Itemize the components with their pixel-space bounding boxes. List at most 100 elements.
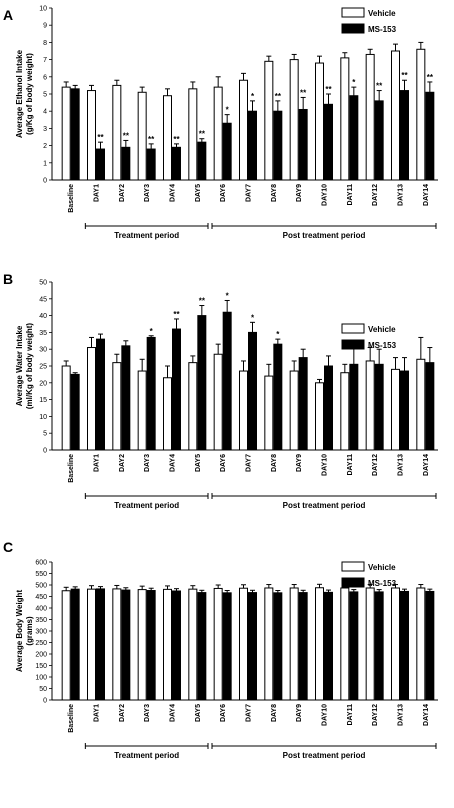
- legend-swatch: [341, 561, 365, 572]
- bar-ms153: [222, 311, 232, 451]
- bar-vehicle: [340, 57, 350, 181]
- y-axis-label: Average Water Intake(ml/Kg of body weigh…: [15, 323, 34, 410]
- bar-ms153: [248, 331, 257, 451]
- bar-ms153: [298, 592, 308, 701]
- bar-ms153: [70, 588, 80, 701]
- bar-ms153: [425, 590, 435, 701]
- x-tick-label: DAY4: [170, 704, 177, 722]
- significance-marker: **: [173, 135, 180, 144]
- bar-vehicle: [239, 370, 248, 451]
- y-tick-label: 10: [39, 6, 47, 13]
- legend-swatch: [341, 23, 365, 34]
- bar-ms153: [374, 591, 384, 701]
- bar-vehicle: [264, 587, 274, 701]
- bar-vehicle: [416, 358, 426, 451]
- legend-entry: MS-153: [368, 341, 397, 350]
- bar-ms153: [298, 108, 308, 181]
- significance-marker: *: [226, 106, 230, 115]
- x-tick-label: DAY8: [271, 454, 278, 472]
- significance-marker: **: [401, 71, 408, 80]
- legend-entry: MS-153: [368, 25, 397, 34]
- x-tick-label: DAY9: [296, 454, 303, 472]
- panel-label: A: [3, 7, 13, 23]
- bar-vehicle: [315, 382, 324, 451]
- bar-ms153: [70, 88, 80, 181]
- bar-ms153: [197, 141, 207, 181]
- bar-vehicle: [87, 347, 96, 451]
- x-tick-label: DAY10: [322, 704, 329, 726]
- y-tick-label: 450: [35, 594, 47, 601]
- x-tick-label: DAY8: [271, 704, 278, 722]
- bar-vehicle: [213, 86, 223, 181]
- x-tick-label: DAY9: [296, 184, 303, 202]
- significance-marker: **: [376, 82, 383, 91]
- bar-ms153: [425, 91, 435, 181]
- x-tick-label: DAY4: [170, 454, 177, 472]
- panel-label: C: [3, 539, 13, 555]
- panel-a: A 0 1 2 3 4 5 6 7 8 9 10 Average Ethanol Intake(g/Kg…: [3, 6, 438, 240]
- bar-vehicle: [391, 50, 400, 181]
- legend-swatch: [341, 323, 365, 334]
- y-axis-label-line: Average Body Weight: [15, 590, 24, 673]
- bar-vehicle: [112, 588, 122, 701]
- x-tick-label: DAY6: [220, 704, 227, 722]
- bar-vehicle: [112, 362, 122, 451]
- bar-ms153: [374, 363, 384, 451]
- bar-ms153: [349, 363, 359, 451]
- bar-ms153: [172, 328, 181, 451]
- x-tick-label: DAY4: [170, 184, 177, 202]
- x-tick-label: DAY2: [119, 184, 126, 202]
- significance-marker: *: [150, 327, 154, 336]
- significance-marker: **: [123, 131, 130, 140]
- x-tick-label: DAY10: [322, 184, 329, 206]
- bar-vehicle: [188, 88, 198, 181]
- bar-vehicle: [264, 60, 274, 181]
- y-tick-label: 9: [43, 23, 47, 30]
- x-tick-label: DAY5: [195, 454, 202, 472]
- panel-c: C 0 50 100 150 200 250 300 350 400 450 500 550 600 Ave…: [3, 539, 438, 760]
- bar-ms153: [172, 146, 181, 181]
- bar-vehicle: [416, 48, 426, 181]
- bar-ms153: [400, 590, 409, 701]
- bar-vehicle: [137, 589, 147, 701]
- bar-ms153: [96, 338, 105, 451]
- bar-ms153: [273, 110, 283, 181]
- bar-vehicle: [365, 360, 375, 451]
- bar-ms153: [349, 591, 359, 701]
- bar-vehicle: [289, 370, 299, 451]
- bar-ms153: [146, 336, 156, 451]
- bar-ms153: [374, 100, 384, 181]
- bar-vehicle: [239, 79, 248, 181]
- panel-b: B 0 5 10 15 20 25 30 35 40 45 50 Average Water Intak…: [3, 271, 438, 510]
- bar-ms153: [121, 345, 131, 451]
- period-label: Treatment period: [114, 231, 179, 240]
- y-tick-label: 2: [43, 143, 47, 150]
- y-axis-label-line: Average Ethanol Intake: [15, 49, 24, 138]
- bar-vehicle: [239, 587, 248, 701]
- bar-ms153: [298, 357, 308, 451]
- significance-marker: *: [352, 78, 356, 87]
- bar-vehicle: [264, 375, 274, 451]
- y-tick-label: 7: [43, 57, 47, 64]
- significance-marker: *: [276, 330, 280, 339]
- legend-entry: Vehicle: [368, 325, 396, 334]
- y-tick-label: 400: [35, 606, 47, 613]
- x-tick-label: DAY5: [195, 184, 202, 202]
- x-tick-label: DAY7: [246, 704, 253, 722]
- bar-ms153: [70, 373, 80, 451]
- significance-marker: *: [226, 291, 230, 300]
- x-tick-label: DAY7: [246, 184, 253, 202]
- bar-vehicle: [315, 587, 324, 701]
- y-tick-label: 350: [35, 617, 47, 624]
- y-tick-label: 25: [39, 364, 47, 371]
- x-tick-label: DAY14: [423, 184, 430, 206]
- period-label: Post treatment period: [283, 231, 366, 240]
- legend-entry: MS-153: [368, 579, 397, 588]
- bar-vehicle: [61, 86, 71, 181]
- x-tick-label: DAY9: [296, 704, 303, 722]
- y-tick-label: 3: [43, 126, 47, 133]
- significance-marker: **: [199, 297, 206, 306]
- x-tick-label: DAY12: [372, 704, 379, 726]
- bar-ms153: [273, 343, 283, 451]
- y-axis-label-line: (ml/Kg of body weight): [25, 323, 34, 410]
